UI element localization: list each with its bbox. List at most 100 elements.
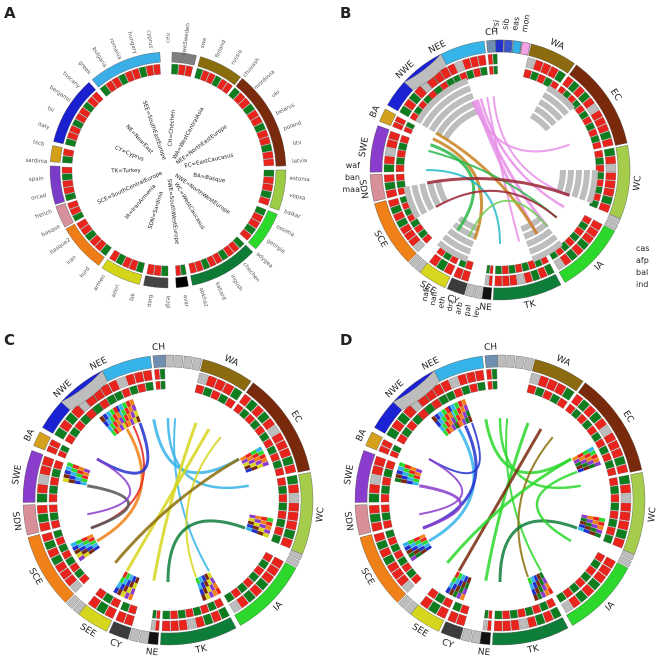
b-grey-block bbox=[556, 170, 566, 193]
c-admixture-block bbox=[86, 534, 94, 540]
d-sample-cell-inner bbox=[601, 452, 612, 463]
b-sample-cell bbox=[571, 243, 584, 256]
c-admixture-block bbox=[124, 592, 130, 600]
c-admixture-block bbox=[212, 582, 219, 590]
b-sample-cell bbox=[597, 123, 610, 134]
c-admixture-block bbox=[260, 457, 268, 464]
a-sample-cell bbox=[75, 112, 88, 124]
b-sample-cell bbox=[532, 59, 544, 72]
d-sample-cell-inner bbox=[581, 419, 593, 431]
d-admixture-block bbox=[404, 464, 412, 470]
d-chord bbox=[428, 422, 481, 475]
d-sample-cell-inner bbox=[453, 387, 464, 399]
c-unassigned-cell bbox=[60, 370, 108, 411]
a-legend-entry: BA=Basque bbox=[193, 172, 227, 184]
d-sample-cell bbox=[369, 513, 382, 523]
c-admixture-block bbox=[112, 406, 119, 414]
d-admixture-block bbox=[445, 427, 452, 435]
b-sample-cell bbox=[392, 121, 404, 131]
b-sample-cell-inner bbox=[578, 110, 589, 121]
a-sample-cell bbox=[62, 148, 75, 157]
d-sample-cell-inner bbox=[604, 459, 615, 470]
a-sample-cell bbox=[82, 101, 95, 113]
a-legend-entry: CH=Chechen bbox=[168, 109, 177, 147]
c-unassigned-cell bbox=[285, 555, 300, 568]
a-region-band-swe bbox=[49, 165, 65, 205]
a-region-band-ch bbox=[171, 51, 197, 66]
b-chord bbox=[475, 99, 549, 228]
b-grey-block bbox=[546, 85, 576, 111]
d-sample-cell-inner bbox=[590, 558, 602, 570]
d-admixture-block bbox=[584, 525, 592, 531]
c-sample-cell-inner bbox=[249, 419, 261, 431]
c-admixture-block bbox=[256, 463, 264, 469]
c-sample-cell-inner bbox=[258, 431, 270, 443]
d-region-band-ec bbox=[577, 382, 643, 473]
d-admixture-block bbox=[457, 579, 464, 587]
a-sample-cell bbox=[194, 67, 204, 80]
d-unassigned-cell bbox=[398, 594, 413, 609]
a-sample-cell bbox=[63, 186, 75, 195]
c-sample-cell bbox=[49, 439, 61, 450]
a-sample-cell bbox=[228, 240, 240, 253]
c-sample-cell-inner bbox=[95, 587, 107, 600]
c-admixture-block bbox=[135, 415, 141, 423]
c-admixture-block bbox=[116, 588, 123, 596]
c-admixture-block bbox=[86, 545, 94, 552]
panel-a-circle: CH=ChechenWA=WestCentralAsiaNEE=NorthEas… bbox=[25, 22, 310, 309]
d-sample-cell-inner bbox=[502, 610, 511, 620]
d-admixture-block bbox=[409, 542, 417, 549]
c-admixture-block bbox=[131, 404, 137, 412]
c-sample-cell bbox=[46, 445, 59, 455]
d-admixture-block bbox=[450, 403, 457, 411]
d-sample-cell bbox=[574, 589, 588, 603]
b-source-label: lev bbox=[471, 305, 482, 318]
c-sample-cell bbox=[229, 387, 243, 401]
d-unassigned-cell bbox=[404, 600, 419, 615]
b-grey-block bbox=[457, 107, 480, 125]
b-sample-cell bbox=[594, 116, 607, 128]
c-admixture-block bbox=[109, 415, 116, 423]
d-admixture-block bbox=[423, 542, 431, 549]
c-sample-cell-inner bbox=[224, 397, 236, 409]
c-region-label-wc: WC bbox=[315, 507, 326, 523]
c-admixture-block bbox=[262, 532, 270, 538]
c-region-band-swe bbox=[22, 450, 44, 503]
c-sample-cell bbox=[194, 615, 206, 628]
c-sample-cell-inner bbox=[156, 610, 161, 619]
c-sample-cell-inner bbox=[127, 604, 138, 615]
d-region-band-swe bbox=[354, 450, 376, 503]
panel-label-b: B bbox=[340, 4, 351, 22]
d-sample-cell-inner bbox=[431, 398, 443, 410]
d-admixture-block bbox=[582, 449, 590, 456]
c-admixture-block bbox=[211, 589, 218, 597]
a-region-band-wa bbox=[197, 56, 241, 86]
c-admixture-block bbox=[245, 526, 253, 532]
d-chord bbox=[498, 417, 581, 490]
d-admixture-block bbox=[458, 419, 464, 427]
d-admixture-block bbox=[442, 429, 449, 437]
c-sample-cell-inner bbox=[57, 450, 68, 459]
a-sample-name: abkhaz bbox=[198, 287, 209, 308]
d-admixture-block bbox=[413, 548, 421, 555]
d-sample-cell-inner bbox=[603, 533, 614, 545]
c-sample-cell bbox=[229, 600, 242, 614]
c-sample-cell-inner bbox=[262, 438, 274, 449]
b-sample-cell bbox=[516, 273, 526, 285]
c-admixture-block bbox=[246, 455, 254, 462]
d-sample-cell-inner bbox=[406, 420, 418, 432]
b-region-label-ch: CH bbox=[485, 27, 499, 38]
b-sample-cell-inner bbox=[410, 218, 421, 228]
a-sample-cell bbox=[99, 84, 112, 97]
c-sample-cell-inner bbox=[64, 433, 76, 445]
c-sample-cell bbox=[71, 405, 85, 419]
d-sample-cell bbox=[491, 368, 498, 380]
c-admixture-block bbox=[78, 555, 86, 562]
c-sample-cell-inner bbox=[272, 459, 283, 470]
a-sample-name: darg bbox=[147, 294, 155, 307]
b-sample-cell bbox=[487, 54, 493, 65]
a-sample-cell bbox=[258, 196, 271, 206]
a-sample-cell bbox=[242, 103, 255, 116]
